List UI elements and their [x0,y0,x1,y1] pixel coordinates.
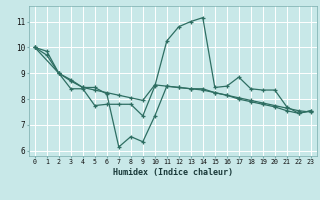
X-axis label: Humidex (Indice chaleur): Humidex (Indice chaleur) [113,168,233,177]
